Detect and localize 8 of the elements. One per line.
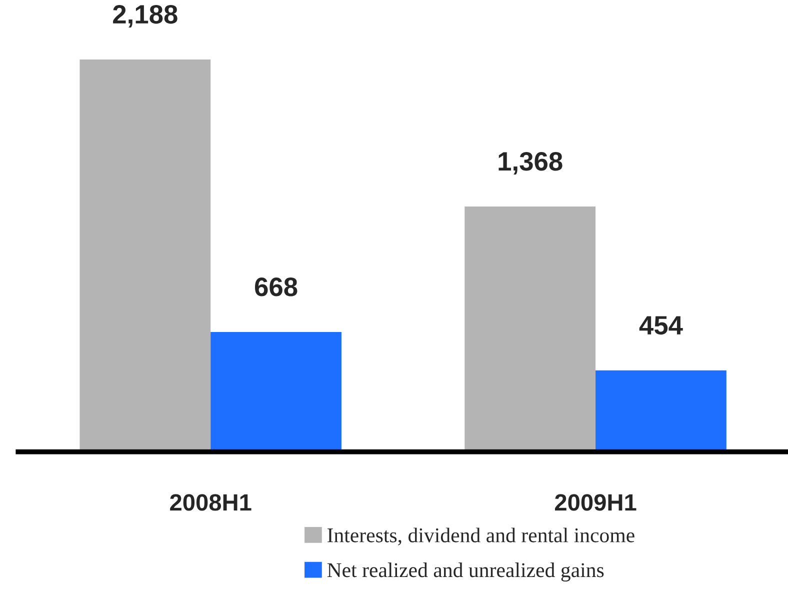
legend-label: Net realized and unrealized gains (327, 562, 604, 582)
data-label: 1,368 (498, 152, 562, 175)
legend-label: Interests, dividend and rental income (328, 528, 634, 546)
data-label: 454 (639, 316, 683, 335)
x-tick-label: 2008H1 (170, 494, 252, 511)
data-label: 668 (254, 278, 298, 296)
data-label: 2,188 (113, 5, 178, 28)
x-tick-label: 2009H1 (555, 494, 636, 511)
